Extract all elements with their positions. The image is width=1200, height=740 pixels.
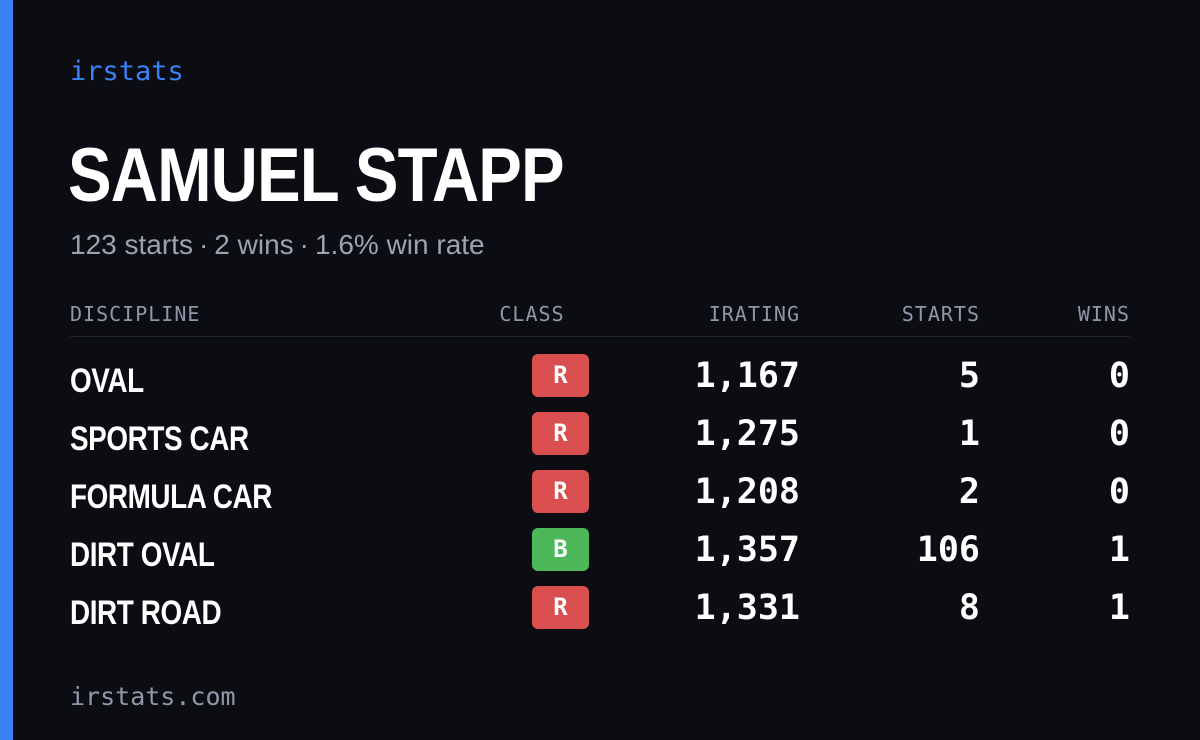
irating-value: 1,275 xyxy=(694,414,800,454)
summary-starts: 123 starts xyxy=(70,229,193,260)
header-irating: IRATING xyxy=(708,302,800,326)
discipline-name: DIRT OVAL xyxy=(70,536,215,574)
table-row: FORMULA CAR R 1,208 2 0 xyxy=(70,470,1130,528)
discipline-name: OVAL xyxy=(70,362,144,400)
wins-value: 0 xyxy=(1108,356,1130,396)
brand-logo-text: irstats xyxy=(70,56,184,87)
accent-bar xyxy=(0,0,13,740)
discipline-name: DIRT ROAD xyxy=(70,594,222,632)
table-row: SPORTS CAR R 1,275 1 0 xyxy=(70,412,1130,470)
summary-separator: · xyxy=(299,229,309,260)
driver-summary: 123 starts · 2 wins · 1.6% win rate xyxy=(70,229,485,261)
discipline-name: SPORTS CAR xyxy=(70,420,249,458)
irating-value: 1,357 xyxy=(694,530,800,570)
wins-value: 0 xyxy=(1108,414,1130,454)
wins-value: 1 xyxy=(1108,530,1130,570)
discipline-name: FORMULA CAR xyxy=(70,478,272,516)
class-badge: R xyxy=(532,354,589,397)
summary-wins: 2 wins xyxy=(214,229,294,260)
header-discipline: DISCIPLINE xyxy=(70,302,201,326)
driver-name: SAMUEL STAPP xyxy=(68,133,565,218)
table-row: DIRT ROAD R 1,331 8 1 xyxy=(70,586,1130,644)
table-header: DISCIPLINE CLASS IRATING STARTS WINS xyxy=(70,298,1130,337)
table-row: DIRT OVAL B 1,357 106 1 xyxy=(70,528,1130,586)
starts-value: 2 xyxy=(958,472,980,512)
starts-value: 5 xyxy=(958,356,980,396)
table-row: OVAL R 1,167 5 0 xyxy=(70,354,1130,412)
irating-value: 1,167 xyxy=(694,356,800,396)
class-badge: B xyxy=(532,528,589,571)
header-wins: WINS xyxy=(1077,302,1130,326)
irating-value: 1,331 xyxy=(694,588,800,628)
starts-value: 8 xyxy=(958,588,980,628)
footer-url: irstats.com xyxy=(70,682,236,711)
summary-win-rate: 1.6% win rate xyxy=(314,229,485,260)
header-starts: STARTS xyxy=(901,302,980,326)
class-badge: R xyxy=(532,412,589,455)
class-badge: R xyxy=(532,586,589,629)
class-badge: R xyxy=(532,470,589,513)
irating-value: 1,208 xyxy=(694,472,800,512)
summary-separator: · xyxy=(198,229,209,260)
wins-value: 1 xyxy=(1108,588,1130,628)
starts-value: 106 xyxy=(916,530,980,570)
discipline-stats-table: DISCIPLINE CLASS IRATING STARTS WINS OVA… xyxy=(70,298,1130,632)
header-class: CLASS xyxy=(499,302,565,326)
wins-value: 0 xyxy=(1108,472,1130,512)
starts-value: 1 xyxy=(958,414,980,454)
